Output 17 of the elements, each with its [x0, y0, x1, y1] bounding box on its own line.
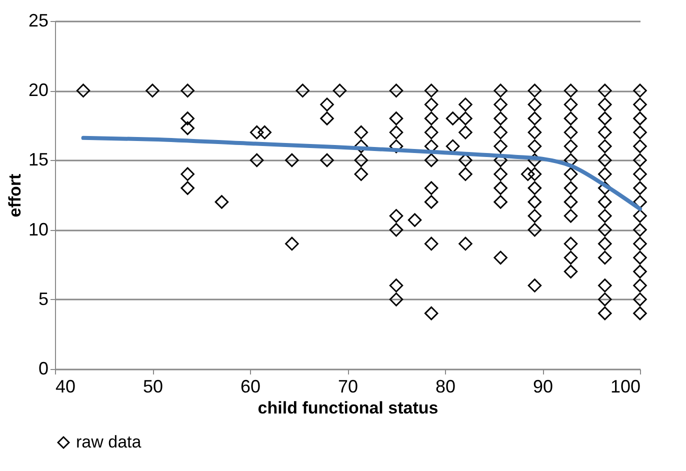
y-tick-label: 20 — [28, 80, 48, 100]
y-tick-label: 0 — [38, 358, 48, 378]
x-tick-label: 40 — [56, 376, 76, 396]
y-tick-label: 10 — [28, 219, 48, 240]
x-tick-label: 70 — [338, 376, 358, 396]
x-axis-title: child functional status — [258, 398, 438, 418]
x-tick-label: 100 — [610, 376, 640, 396]
x-tick-label: 50 — [142, 376, 164, 396]
y-tick-label: 25 — [28, 10, 48, 30]
y-axis-title: effort — [5, 173, 24, 218]
legend-label: raw data — [76, 432, 142, 452]
y-tick-label: 15 — [28, 150, 48, 170]
x-tick-label: 80 — [435, 376, 456, 396]
y-tick-label: 5 — [38, 288, 48, 309]
x-tick-label: 90 — [532, 376, 554, 396]
line-series — [81, 136, 642, 211]
x-tick-label: 60 — [240, 376, 261, 396]
